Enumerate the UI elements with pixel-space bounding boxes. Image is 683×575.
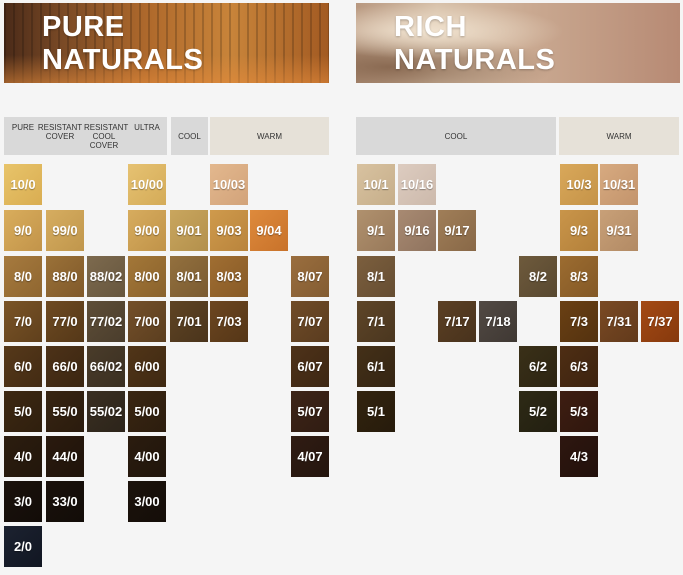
swatch-9-3[interactable]: 9/3	[560, 210, 598, 251]
swatch-6-2[interactable]: 6/2	[519, 346, 557, 387]
swatch-7-1[interactable]: 7/1	[357, 301, 395, 342]
swatch-44-0[interactable]: 44/0	[46, 436, 84, 477]
swatch-8-00[interactable]: 8/00	[128, 256, 166, 297]
swatch-9-31[interactable]: 9/31	[600, 210, 638, 251]
swatch-8-3[interactable]: 8/3	[560, 256, 598, 297]
header-pure: PURE	[11, 123, 35, 132]
swatch-77-02[interactable]: 77/02	[87, 301, 125, 342]
swatch-8-1[interactable]: 8/1	[357, 256, 395, 297]
swatch-10-1[interactable]: 10/1	[357, 164, 395, 205]
header-resistant-cool-cover: RESISTANT COOL COVER	[84, 123, 129, 150]
swatch-99-0[interactable]: 99/0	[46, 210, 84, 251]
header-rich-cool: COOL	[356, 117, 556, 155]
swatch-6-1[interactable]: 6/1	[357, 346, 395, 387]
swatch-55-02[interactable]: 55/02	[87, 391, 125, 432]
swatch-9-01[interactable]: 9/01	[170, 210, 208, 251]
swatch-2-0[interactable]: 2/0	[4, 526, 42, 567]
swatch-9-16[interactable]: 9/16	[398, 210, 436, 251]
swatch-88-02[interactable]: 88/02	[87, 256, 125, 297]
swatch-7-17[interactable]: 7/17	[438, 301, 476, 342]
swatch-9-04[interactable]: 9/04	[250, 210, 288, 251]
swatch-10-00[interactable]: 10/00	[128, 164, 166, 205]
swatch-10-0[interactable]: 10/0	[4, 164, 42, 205]
swatch-8-07[interactable]: 8/07	[291, 256, 329, 297]
swatch-7-3[interactable]: 7/3	[560, 301, 598, 342]
swatch-3-0[interactable]: 3/0	[4, 481, 42, 522]
swatch-7-03[interactable]: 7/03	[210, 301, 248, 342]
swatch-9-03[interactable]: 9/03	[210, 210, 248, 251]
swatch-4-07[interactable]: 4/07	[291, 436, 329, 477]
swatch-8-03[interactable]: 8/03	[210, 256, 248, 297]
swatch-4-3[interactable]: 4/3	[560, 436, 598, 477]
pure-naturals-banner: PURE NATURALS	[4, 3, 329, 83]
header-rich-warm: WARM	[559, 117, 679, 155]
swatch-9-1[interactable]: 9/1	[357, 210, 395, 251]
swatch-33-0[interactable]: 33/0	[46, 481, 84, 522]
swatch-7-18[interactable]: 7/18	[479, 301, 517, 342]
swatch-7-00[interactable]: 7/00	[128, 301, 166, 342]
swatch-5-00[interactable]: 5/00	[128, 391, 166, 432]
swatch-10-16[interactable]: 10/16	[398, 164, 436, 205]
swatch-9-0[interactable]: 9/0	[4, 210, 42, 251]
swatch-8-0[interactable]: 8/0	[4, 256, 42, 297]
swatch-55-0[interactable]: 55/0	[46, 391, 84, 432]
swatch-7-31[interactable]: 7/31	[600, 301, 638, 342]
swatch-5-2[interactable]: 5/2	[519, 391, 557, 432]
swatch-66-0[interactable]: 66/0	[46, 346, 84, 387]
rich-naturals-banner: RICH NATURALS	[356, 3, 680, 83]
swatch-5-3[interactable]: 5/3	[560, 391, 598, 432]
swatch-7-0[interactable]: 7/0	[4, 301, 42, 342]
swatch-10-31[interactable]: 10/31	[600, 164, 638, 205]
header-pure-cool: COOL	[171, 117, 208, 155]
header-pure-warm: WARM	[210, 117, 329, 155]
swatch-6-0[interactable]: 6/0	[4, 346, 42, 387]
swatch-5-07[interactable]: 5/07	[291, 391, 329, 432]
swatch-5-0[interactable]: 5/0	[4, 391, 42, 432]
swatch-6-3[interactable]: 6/3	[560, 346, 598, 387]
swatch-9-00[interactable]: 9/00	[128, 210, 166, 251]
rich-naturals-title: RICH NATURALS	[394, 11, 556, 76]
swatch-5-1[interactable]: 5/1	[357, 391, 395, 432]
swatch-8-01[interactable]: 8/01	[170, 256, 208, 297]
swatch-8-2[interactable]: 8/2	[519, 256, 557, 297]
swatch-6-07[interactable]: 6/07	[291, 346, 329, 387]
header-resistant-cover: RESISTANT COVER	[37, 123, 83, 141]
swatch-88-0[interactable]: 88/0	[46, 256, 84, 297]
swatch-9-17[interactable]: 9/17	[438, 210, 476, 251]
swatch-7-07[interactable]: 7/07	[291, 301, 329, 342]
swatch-7-01[interactable]: 7/01	[170, 301, 208, 342]
swatch-6-00[interactable]: 6/00	[128, 346, 166, 387]
pure-naturals-title: PURE NATURALS	[42, 11, 204, 76]
header-ultra: ULTRA	[134, 123, 160, 132]
swatch-7-37[interactable]: 7/37	[641, 301, 679, 342]
swatch-10-03[interactable]: 10/03	[210, 164, 248, 205]
swatch-4-00[interactable]: 4/00	[128, 436, 166, 477]
swatch-3-00[interactable]: 3/00	[128, 481, 166, 522]
swatch-4-0[interactable]: 4/0	[4, 436, 42, 477]
swatch-10-3[interactable]: 10/3	[560, 164, 598, 205]
header-pure-group: PURE RESISTANT COVER RESISTANT COOL COVE…	[4, 117, 167, 155]
swatch-66-02[interactable]: 66/02	[87, 346, 125, 387]
swatch-77-0[interactable]: 77/0	[46, 301, 84, 342]
